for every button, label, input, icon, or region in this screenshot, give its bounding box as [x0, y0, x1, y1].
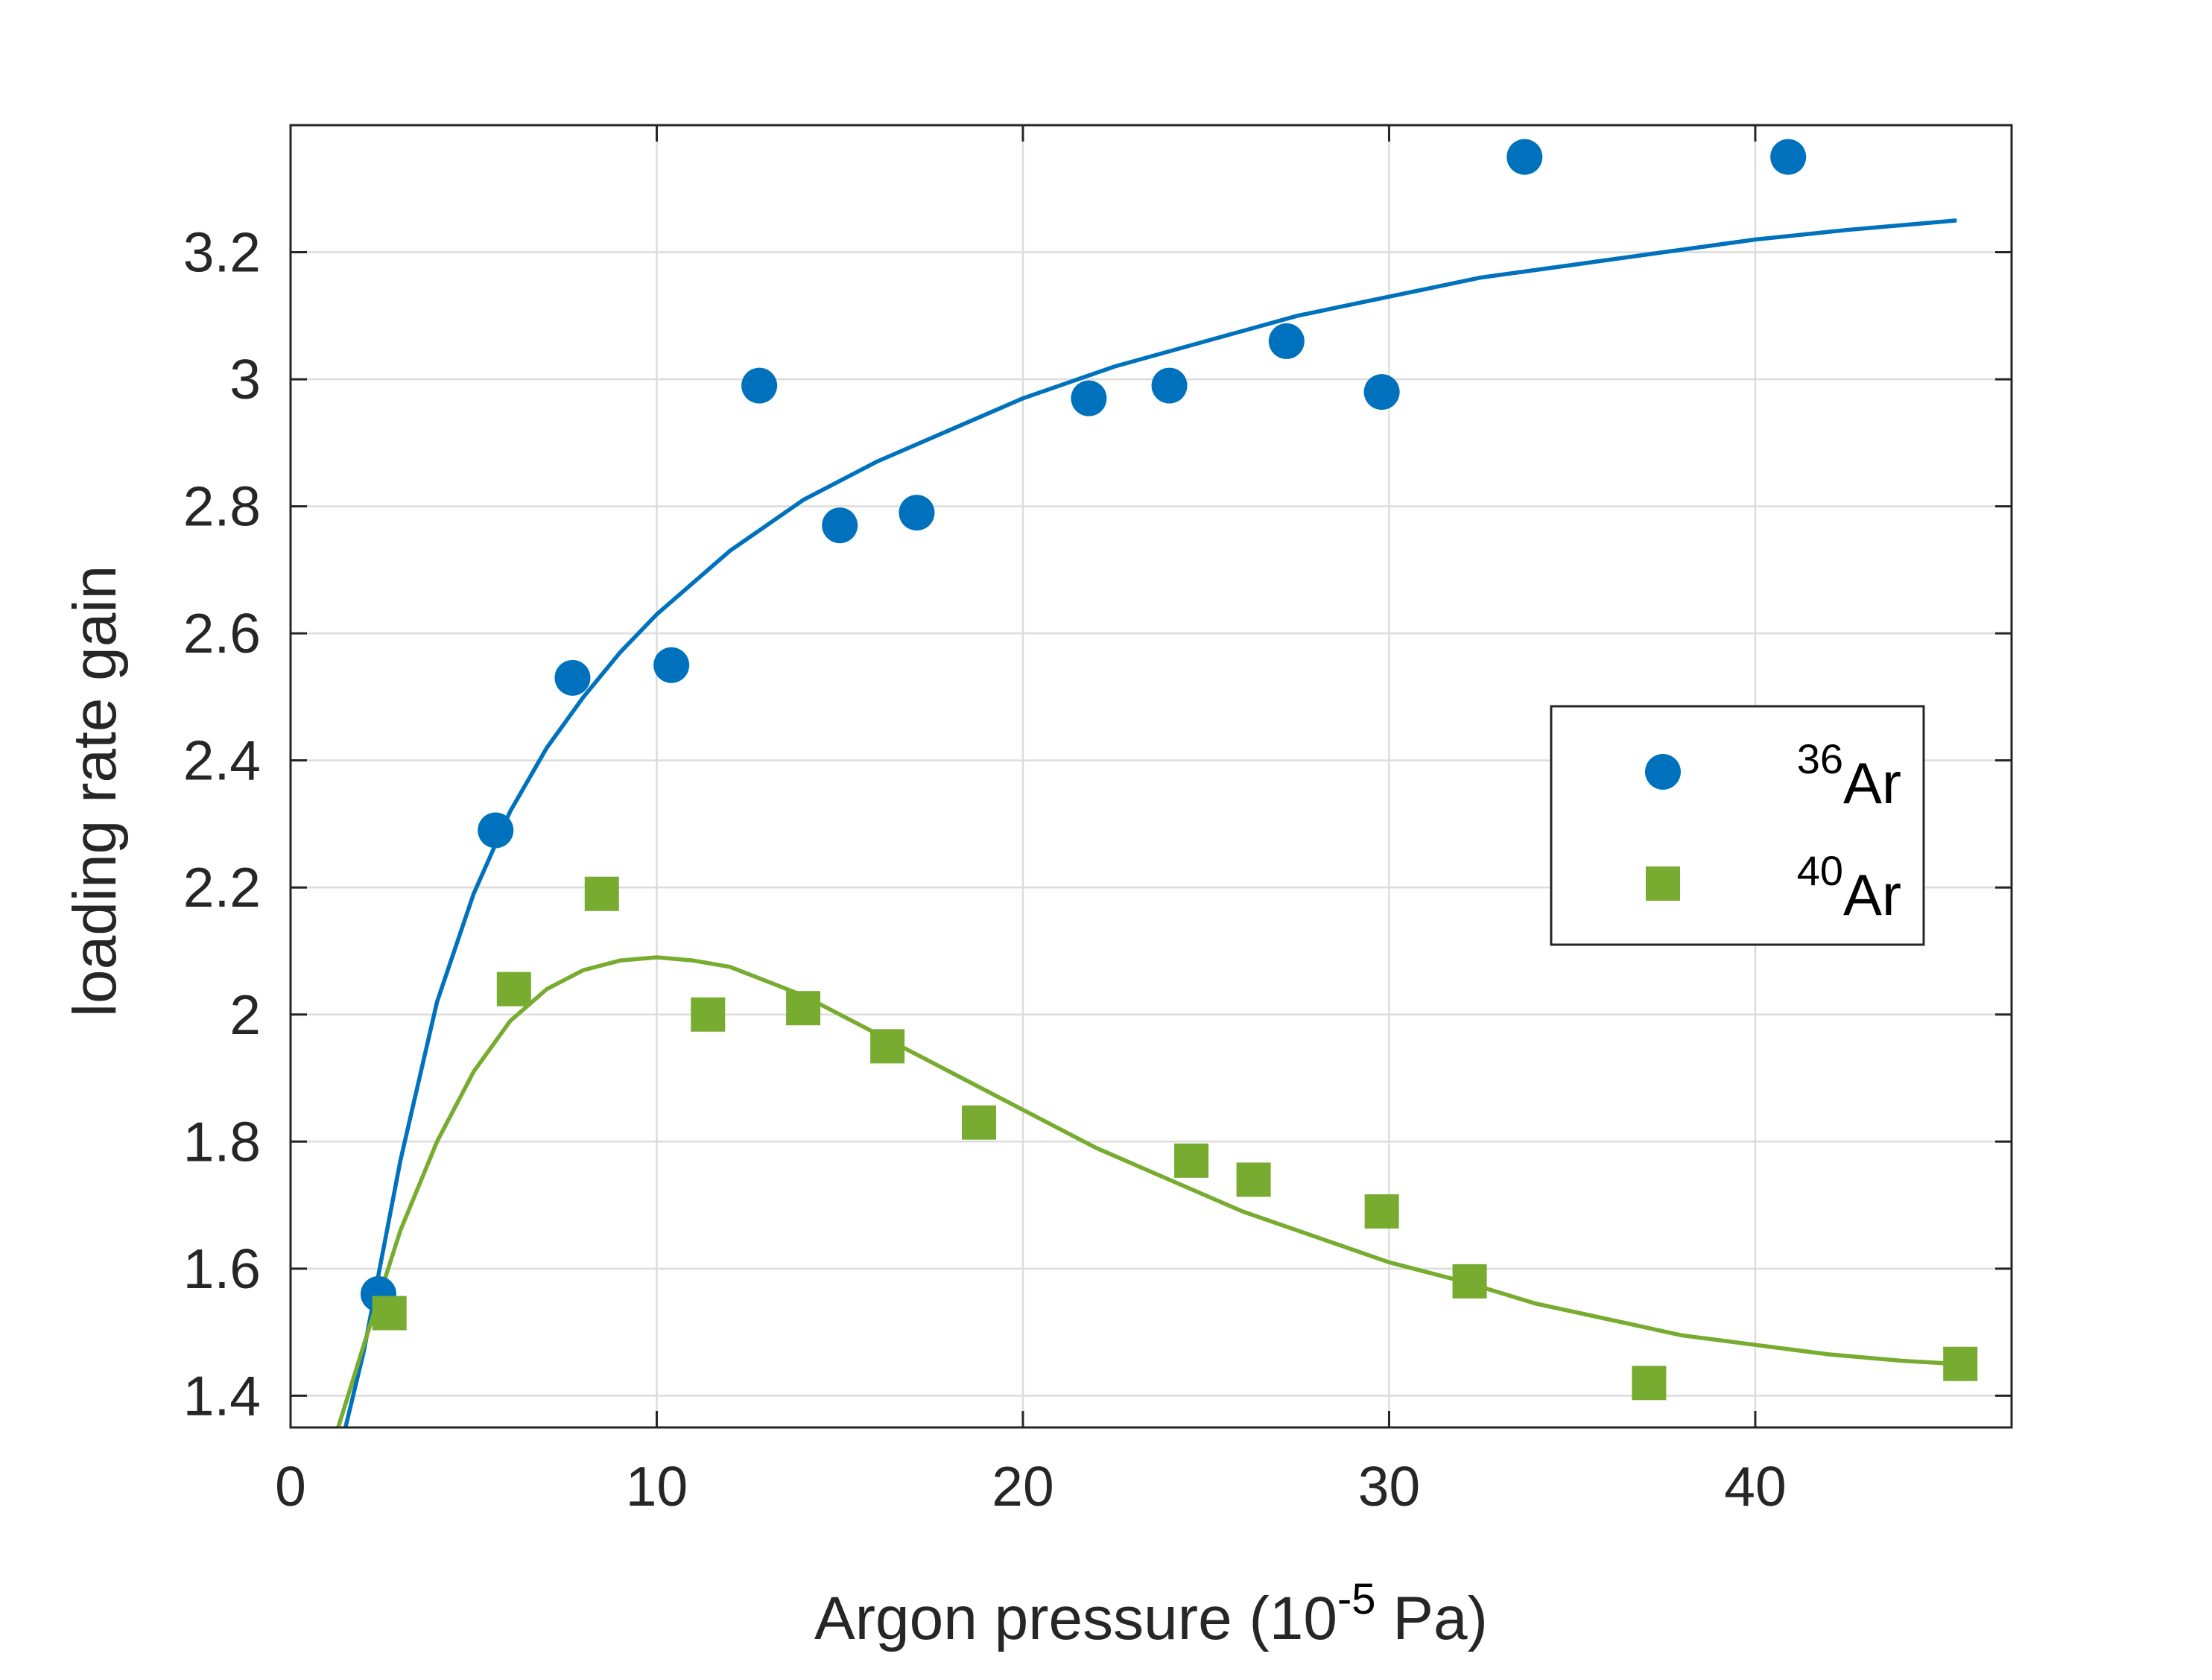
y-tick-label: 2 [229, 983, 261, 1046]
legend-label-base: Ar [1843, 862, 1901, 928]
legend-label-40: 40Ar [1797, 847, 1901, 928]
x-tick-label: 40 [1724, 1455, 1786, 1518]
fit-curve-36 [343, 218, 1957, 1427]
x-tick-label: 20 [992, 1455, 1053, 1518]
legend-label-sup: 36 [1797, 735, 1843, 782]
data-point-36 [1770, 139, 1807, 175]
data-point-36 [554, 659, 591, 696]
data-point-36 [1071, 380, 1107, 416]
data-point-36 [1363, 374, 1400, 411]
y-tick-label: 3.2 [183, 221, 261, 284]
data-point-40 [1236, 1162, 1271, 1197]
x-axis-title-rest: Pa) [1376, 1585, 1488, 1652]
data-point-40 [870, 1029, 905, 1064]
y-tick-label: 2.2 [183, 856, 261, 919]
data-point-40 [1452, 1264, 1487, 1299]
plot-frame [289, 124, 2013, 1429]
data-point-36 [1151, 367, 1188, 404]
data-point-36 [741, 367, 778, 404]
data-point-40 [372, 1296, 407, 1331]
data-point-40 [691, 997, 726, 1032]
data-point-40 [1632, 1366, 1667, 1401]
legend-label-sup: 40 [1797, 847, 1843, 894]
x-tick-label: 30 [1358, 1455, 1420, 1518]
legend-marker-36 [1645, 754, 1681, 790]
data-point-40 [786, 991, 821, 1026]
data-point-40 [496, 971, 531, 1007]
legend-box [1550, 705, 1925, 946]
legend-marker-40 [1646, 866, 1680, 901]
x-axis-title: Argon pressure (10-5 Pa) [814, 1575, 1488, 1652]
data-point-40 [1364, 1194, 1399, 1229]
data-point-36 [478, 812, 514, 849]
y-tick-label: 2.4 [183, 729, 261, 792]
x-axis-title-sup: -5 [1337, 1575, 1376, 1623]
x-tick-label: 0 [275, 1455, 306, 1518]
data-point-40 [1943, 1346, 1978, 1381]
y-tick-label: 2.6 [183, 602, 261, 665]
x-tick-label: 10 [626, 1455, 688, 1518]
y-tick-label: 2.8 [183, 475, 261, 538]
y-tick-label: 1.4 [183, 1364, 261, 1427]
fit-curve-40 [336, 955, 1957, 1427]
data-point-40 [962, 1105, 996, 1140]
data-point-36 [1268, 323, 1305, 359]
y-tick-label: 1.6 [183, 1237, 261, 1300]
legend-label-36: 36Ar [1797, 735, 1901, 816]
data-point-36 [899, 495, 935, 531]
data-point-36 [653, 647, 690, 683]
y-axis-title: loading rate gain [61, 565, 129, 1017]
tick-labels: 0 10 20 30 40 1.4 1.6 1.8 2 2.2 2.4 2.6 2.8 3 3.2 [183, 221, 1787, 1518]
data-point-40 [1174, 1143, 1209, 1178]
y-tick-label: 1.8 [183, 1110, 261, 1173]
fit-curves [336, 218, 1957, 1427]
data-point-36 [1506, 139, 1543, 175]
data-point-36 [822, 507, 858, 544]
data-point-40 [584, 876, 619, 911]
x-axis-title-base: Argon pressure (10 [814, 1585, 1337, 1652]
y-tick-label: 3 [229, 348, 261, 411]
legend-label-base: Ar [1843, 750, 1901, 816]
data-points [360, 139, 1978, 1401]
axis-ticks [289, 125, 2012, 1427]
